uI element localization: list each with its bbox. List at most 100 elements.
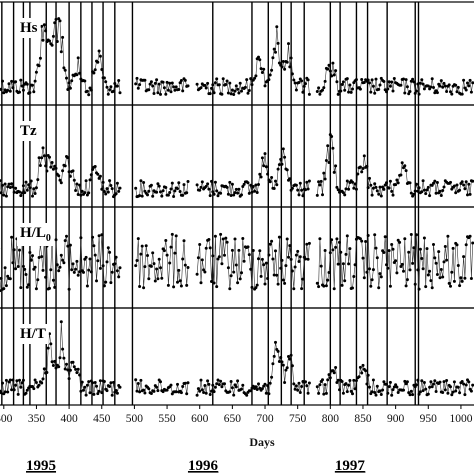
data-point: [347, 262, 351, 266]
data-point: [283, 67, 287, 71]
data-point: [289, 257, 293, 261]
data-point: [332, 170, 336, 174]
data-point: [46, 346, 50, 350]
data-point: [195, 183, 199, 187]
data-point: [213, 81, 217, 85]
data-point: [54, 17, 58, 21]
data-point: [98, 174, 102, 178]
data-point: [54, 366, 58, 370]
data-point: [449, 90, 452, 94]
data-point: [206, 182, 210, 186]
data-point: [456, 85, 460, 89]
data-point: [270, 68, 274, 72]
data-point: [53, 21, 57, 25]
data-point: [54, 238, 58, 242]
data-point: [156, 182, 160, 186]
data-point: [168, 191, 172, 194]
data-point: [67, 287, 71, 291]
x-axis-label: Days: [249, 435, 275, 449]
data-point: [368, 267, 371, 271]
data-point: [330, 74, 334, 78]
data-point: [2, 193, 6, 197]
data-point: [50, 43, 54, 47]
data-point: [306, 391, 310, 395]
data-point: [215, 77, 219, 81]
data-point: [185, 392, 189, 396]
data-point: [387, 385, 391, 389]
data-point: [404, 78, 408, 82]
data-point: [318, 237, 322, 241]
data-point: [78, 270, 82, 274]
data-point: [451, 390, 455, 394]
data-point: [366, 186, 370, 190]
data-point: [276, 282, 280, 286]
data-point: [87, 191, 91, 195]
data-point: [10, 388, 14, 392]
data-point: [18, 248, 21, 252]
data-point: [304, 380, 307, 384]
data-point: [421, 389, 425, 393]
data-point: [169, 383, 173, 387]
data-point: [166, 193, 170, 197]
data-point: [447, 281, 451, 285]
data-point: [82, 388, 85, 392]
data-point: [319, 179, 323, 183]
data-point: [10, 235, 14, 239]
data-point: [240, 193, 243, 197]
data-point: [360, 371, 364, 375]
data-point: [353, 387, 357, 391]
data-point: [95, 384, 98, 388]
data-point: [236, 87, 240, 91]
data-point: [364, 240, 368, 243]
data-point: [166, 88, 170, 92]
data-point: [63, 164, 67, 168]
data-point: [156, 389, 160, 393]
data-point: [373, 182, 377, 186]
x-tick-label: 950: [420, 413, 438, 425]
data-point: [236, 379, 240, 383]
data-point: [328, 69, 332, 73]
data-point: [196, 256, 200, 260]
data-point: [420, 190, 424, 194]
data-point: [75, 73, 79, 77]
data-point: [152, 389, 156, 393]
data-point: [142, 286, 146, 290]
data-point: [391, 247, 395, 251]
data-point: [262, 67, 266, 71]
data-point: [274, 340, 277, 344]
data-point: [177, 268, 181, 272]
data-point: [71, 360, 75, 364]
data-point: [229, 274, 233, 278]
data-point: [369, 90, 373, 94]
data-point: [471, 81, 474, 85]
data-point: [93, 68, 97, 72]
data-point: [142, 181, 146, 184]
data-point: [229, 380, 233, 383]
data-point: [62, 66, 66, 70]
data-point: [173, 88, 177, 92]
data-point: [177, 181, 181, 185]
data-point: [251, 185, 255, 188]
year-label: 1996: [188, 458, 219, 474]
data-point: [247, 191, 251, 195]
data-point: [262, 263, 266, 267]
data-point: [155, 190, 159, 194]
data-point: [271, 257, 275, 261]
data-point: [157, 257, 161, 261]
data-point: [456, 264, 460, 267]
data-point: [464, 180, 468, 184]
data-point: [140, 244, 144, 248]
data-point: [260, 71, 264, 74]
data-point: [443, 245, 447, 248]
data-point: [240, 387, 243, 391]
data-point: [210, 389, 213, 393]
data-point: [386, 391, 390, 395]
data-point: [183, 78, 187, 82]
data-point: [115, 391, 119, 395]
data-point: [161, 390, 165, 394]
data-point: [290, 186, 294, 190]
data-point: [12, 248, 16, 252]
data-point: [153, 279, 157, 283]
data-point: [14, 267, 18, 271]
data-point: [139, 252, 143, 256]
